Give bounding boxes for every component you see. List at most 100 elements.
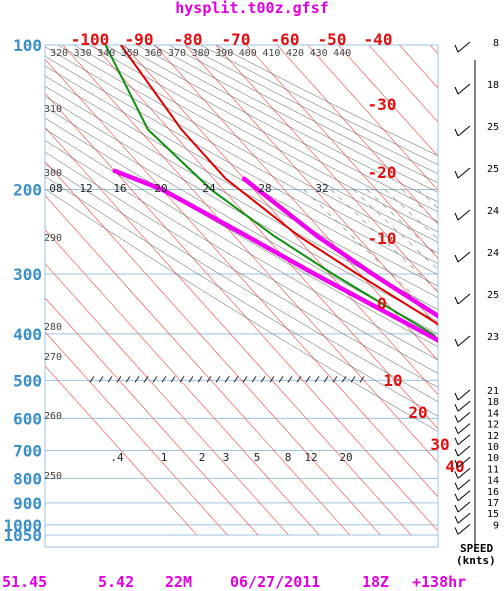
tropopause-mark [89, 376, 95, 383]
wind-barb-staff [457, 434, 471, 446]
pressure-level-label: 400 [13, 325, 42, 344]
mixing-ratio-label: 24 [202, 182, 216, 195]
pressure-level-label: 600 [13, 409, 42, 428]
series-clip [104, 45, 438, 343]
isotherm-line [45, 297, 259, 536]
tropopause-mark [215, 376, 221, 383]
pressure-level-label: 700 [13, 442, 42, 461]
temperature-label: -60 [271, 30, 300, 49]
wind-barb-flag [454, 404, 459, 412]
wind-speed-label: 12 [487, 420, 499, 431]
series-parcel-line [112, 168, 438, 343]
temperature-label: -90 [125, 30, 154, 49]
wind-speed-label: 23 [487, 332, 499, 343]
tropopause-mark [359, 376, 365, 383]
tropopause-mark [206, 376, 212, 383]
temperature-label: -50 [318, 30, 347, 49]
tropopause-mark [251, 376, 257, 383]
series-dewpoint-line [104, 45, 438, 341]
wind-speed-label: 15 [487, 509, 499, 520]
wind-barb-flag [454, 448, 459, 457]
isotherm-line [246, 45, 438, 259]
dry-adiabat-line [45, 117, 438, 348]
isotherm-line [276, 45, 438, 225]
theta-label: 410 [262, 48, 280, 59]
wind-barb-staff [457, 501, 471, 513]
wind-barb-flag [454, 471, 459, 479]
wind-barb-staff [457, 167, 471, 179]
tropopause-mark [152, 376, 158, 383]
isotherm-line [45, 58, 438, 498]
theta-label: 380 [192, 48, 210, 59]
tropopause-mark [107, 376, 113, 383]
wind-barb-flag [454, 493, 459, 501]
tropopause-mark [341, 376, 347, 383]
wind-speed-label: 14 [487, 476, 499, 487]
mixing-ratio-label: 28 [258, 182, 271, 195]
tropopause-mark [125, 376, 131, 383]
wind-speed-label: 12 [487, 431, 499, 442]
dry-adiabat-line [45, 85, 438, 310]
theta-label: 310 [44, 104, 62, 115]
tropopause-mark [179, 376, 185, 383]
tropopause-mark [161, 376, 167, 383]
temperature-label: 40 [445, 457, 464, 476]
dry-adiabat-line [45, 176, 438, 417]
wind-speed-label: 8 [493, 38, 499, 49]
footer-date: 06/27/2011 [230, 573, 320, 591]
temperature-label: -30 [368, 95, 397, 114]
mixing-ratio-label: 32 [315, 182, 328, 195]
theta-label: 250 [44, 471, 62, 482]
wind-barb-flag [454, 338, 459, 347]
theta-label: 420 [286, 48, 304, 59]
wind-speed-label: 25 [487, 164, 499, 175]
mixing-ratio-label: .4 [110, 451, 124, 464]
wind-barb-flag [454, 296, 459, 305]
tropopause-mark [134, 376, 140, 383]
footer-longitude: 5.42 [98, 573, 134, 591]
wind-speed-label: 17 [487, 498, 499, 509]
pressure-level-label: 500 [13, 371, 42, 390]
grid-clip [45, 45, 438, 536]
theta-label: 430 [310, 48, 328, 59]
pressure-level-label: 300 [13, 265, 42, 284]
isotherm-line [62, 45, 438, 464]
tropopause-mark [188, 376, 194, 383]
temperature-label: 0 [377, 294, 387, 313]
theta-label: 270 [44, 352, 62, 363]
wind-speed-label: 21 [487, 386, 499, 397]
dry-adiabat-line [45, 96, 438, 322]
dry-adiabat-line [45, 140, 438, 374]
wind-barb-staff [457, 400, 471, 412]
isotherm-line [154, 45, 438, 362]
wind-barb-staff [457, 512, 471, 524]
series-temperature-line [119, 45, 438, 326]
dry-adiabat-line [45, 75, 438, 298]
tropopause-mark [323, 376, 329, 383]
mixing-ratio-label: 12 [304, 451, 317, 464]
tropopause-mark [197, 376, 203, 383]
mixing-ratio-label: 20 [339, 451, 352, 464]
wind-speed-label: 14 [487, 408, 499, 419]
temperature-label: -70 [222, 30, 251, 49]
wind-barb-flag [454, 212, 459, 221]
wind-barb-flag [454, 482, 459, 490]
isotherm-line [45, 160, 381, 536]
wind-barb-staff [457, 41, 471, 53]
wind-barb-staff [457, 251, 471, 263]
wind-barb-staff [457, 468, 471, 479]
pressure-level-label: 900 [13, 494, 42, 513]
dry-adiabat-line [45, 46, 438, 264]
isotherm-line [307, 45, 438, 191]
isotherm-line [337, 45, 438, 157]
tropopause-mark [143, 376, 149, 383]
isotherm-line [45, 194, 351, 536]
footer-latitude: 51.45 [2, 573, 47, 591]
mixing-ratio-label: 2 [199, 451, 206, 464]
theta-label: 280 [44, 322, 62, 333]
dry-adiabat-line [45, 151, 438, 388]
isotherm-line [45, 92, 438, 532]
isotherm-line [45, 331, 228, 536]
